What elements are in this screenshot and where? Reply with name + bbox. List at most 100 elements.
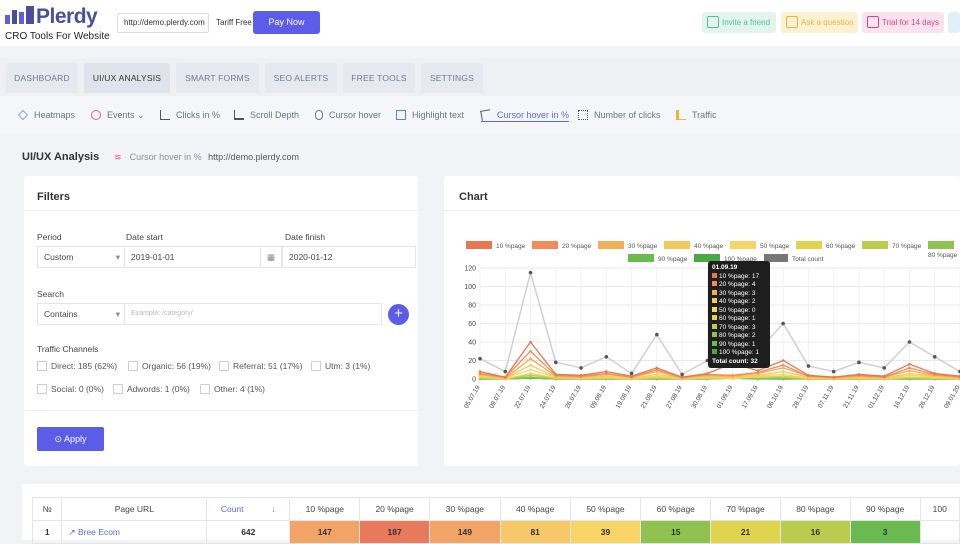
data-point [781, 373, 785, 376]
data-point [478, 370, 482, 373]
data-point [831, 369, 836, 374]
legend-item[interactable]: 60 %page [796, 241, 855, 250]
legend-item[interactable]: Total count [764, 254, 823, 263]
period-select[interactable]: Custom ▾ [37, 246, 125, 268]
calendar-icon [867, 16, 879, 28]
data-point [655, 373, 659, 376]
subnav-number-of-clicks[interactable]: Number of clicks [578, 110, 661, 122]
subnav-heatmaps[interactable]: Heatmaps [18, 110, 75, 122]
ask-question-button[interactable]: Ask a question [781, 12, 858, 33]
row-cell-50: 39 [569, 520, 642, 544]
gift-icon [707, 16, 719, 28]
notification-button[interactable] [948, 12, 960, 33]
col-20[interactable]: 20 %page [359, 497, 430, 521]
data-point [857, 373, 861, 376]
legend-label: 100 %page [724, 256, 757, 263]
subnav-scroll-depth[interactable]: Scroll Depth [234, 110, 299, 122]
legend-item[interactable]: 70 %page [862, 241, 921, 250]
col-60[interactable]: 60 %page [640, 497, 712, 521]
site-url-field[interactable]: http://demo.plerdy.com [117, 13, 209, 33]
row-cell-40: 81 [499, 520, 571, 544]
tab-uiux-analysis[interactable]: UI/UX ANALYSIS [84, 63, 170, 93]
row-url-link[interactable]: ↗ Bree Ecom [61, 520, 208, 544]
search-mode-select[interactable]: Contains ▾ [37, 303, 125, 325]
legend-item[interactable]: 50 %page [730, 241, 789, 250]
legend-item[interactable]: 10 %page [466, 241, 525, 250]
legend-item[interactable]: 20 %page [532, 241, 591, 250]
legend-swatch [862, 241, 888, 249]
date-finish-input[interactable]: 2020-01-12 [282, 246, 416, 268]
channel-other-checkbox[interactable]: Other: 4 (1%) [200, 383, 265, 395]
legend-swatch [598, 241, 624, 249]
channel-utm-checkbox[interactable]: Utm: 3 (1%) [311, 360, 370, 372]
calendar-icon[interactable]: ▦ [260, 246, 282, 268]
legend-item[interactable]: 40 %page [664, 241, 723, 250]
data-point [553, 360, 558, 365]
data-point [579, 374, 583, 377]
channel-organic-checkbox[interactable]: Organic: 56 (19%) [128, 360, 211, 372]
tooltip-row: 50 %page: 0 [712, 306, 766, 316]
chart-title: Chart [459, 191, 488, 203]
col-30[interactable]: 30 %page [429, 497, 501, 521]
col-70[interactable]: 70 %page [710, 497, 781, 521]
tooltip-row: 90 %page: 1 [712, 340, 766, 350]
trial-button[interactable]: Trial for 14 days [862, 12, 944, 33]
add-filter-button[interactable]: + [388, 304, 409, 325]
y-tick-label: 100 [464, 284, 476, 291]
row-cell-20: 187 [359, 520, 430, 544]
channel-referral-checkbox[interactable]: Referral: 51 (17%) [219, 360, 302, 372]
series-line [479, 364, 960, 379]
legend-item[interactable]: 90 %page [628, 254, 687, 263]
data-point [756, 374, 760, 377]
x-tick-label: 24.07.19 [539, 384, 558, 410]
legend-swatch [730, 241, 756, 249]
period-label: Period [37, 232, 62, 242]
col-page-url[interactable]: Page URL [61, 497, 208, 521]
bar-icon [676, 110, 686, 120]
subnav-cursor-hover[interactable]: Cursor hover [315, 110, 381, 122]
subnav-clicks-percent[interactable]: Clicks in % [160, 110, 220, 122]
traffic-channels-label: Traffic Channels [37, 344, 99, 354]
data-point [605, 370, 608, 373]
col-80[interactable]: 80 %page [779, 497, 851, 521]
apply-button[interactable]: ⊙ Apply [37, 427, 104, 451]
tab-smart-forms[interactable]: SMART FORMS [176, 63, 259, 93]
invite-friend-button[interactable]: Invite a friend [702, 12, 776, 33]
x-tick-label: 30.08.19 [690, 384, 709, 410]
tab-free-tools[interactable]: FREE TOOLS [343, 63, 415, 93]
data-point [781, 363, 785, 367]
logo-subtitle: CRO Tools For Website [5, 31, 110, 42]
tab-dashboard[interactable]: DASHBOARD [6, 63, 78, 93]
legend-item[interactable]: 30 %page [598, 241, 657, 250]
date-start-input[interactable]: 2019-01-01 [124, 246, 262, 268]
subnav-traffic[interactable]: Traffic [676, 110, 717, 122]
x-tick-label: 09.08.19 [589, 384, 608, 410]
legend-label: 30 %page [628, 243, 658, 250]
channel-adwords-checkbox[interactable]: Adwords: 1 (0%) [113, 383, 190, 395]
legend-swatch [664, 241, 690, 249]
pay-now-button[interactable]: Pay Now [253, 11, 320, 34]
tab-seo-alerts[interactable]: SEO ALERTS [265, 63, 337, 93]
col-count[interactable]: Count ↓ [206, 497, 291, 521]
tooltip-date: 01.09.19 [712, 264, 738, 271]
line-chart: 0 20 40 60 80 100 120 05.07.19 09.07.19 22.07.19 2… [463, 266, 960, 410]
subnav-events[interactable]: Events ⌄ [91, 110, 145, 122]
subnav-cursor-hover-percent[interactable]: Cursor hover in % [480, 109, 570, 122]
col-10[interactable]: 10 %page [289, 497, 361, 521]
col-90[interactable]: 90 %page [849, 497, 921, 521]
row-number: 1 [31, 520, 63, 544]
data-point [731, 374, 734, 377]
subnav-highlight-text[interactable]: Highlight text [396, 110, 464, 122]
channel-direct-checkbox[interactable]: Direct: 185 (62%) [37, 360, 117, 372]
legend-swatch [796, 241, 822, 249]
col-40[interactable]: 40 %page [499, 497, 571, 521]
search-input[interactable]: Example: /category/ [124, 303, 382, 325]
tab-settings[interactable]: SETTINGS [421, 63, 483, 93]
legend-item[interactable]: 100 %page [694, 254, 757, 263]
data-point [655, 368, 659, 372]
col-100[interactable]: 100 [919, 497, 960, 521]
legend-item[interactable]: 80 %page [928, 241, 960, 259]
data-point [807, 374, 810, 377]
col-50[interactable]: 50 %page [569, 497, 642, 521]
channel-social-checkbox[interactable]: Social: 0 (0%) [37, 383, 104, 395]
